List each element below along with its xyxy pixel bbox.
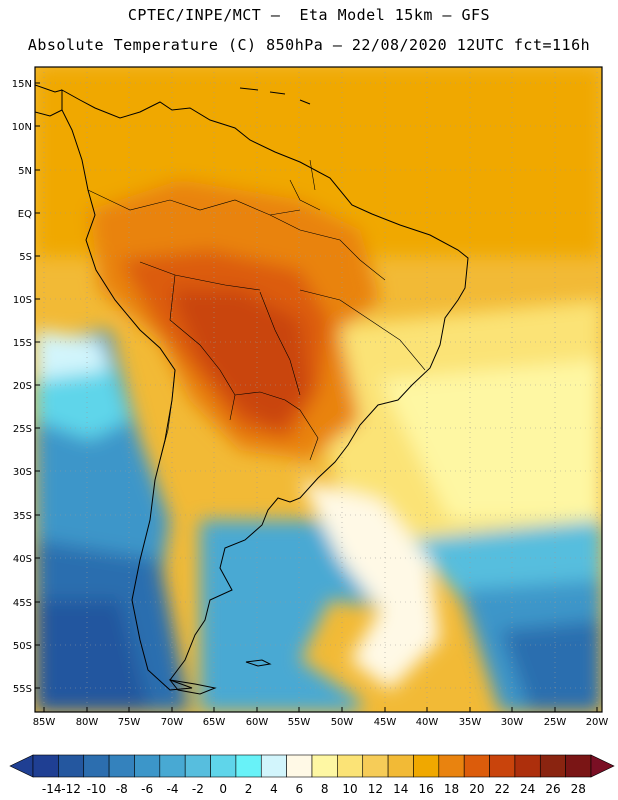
colorbar-label: 24 — [520, 782, 535, 796]
colorbar-swatch — [184, 754, 211, 778]
title-line-1: CPTEC/INPE/MCT – Eta Model 15km – GFS — [127, 6, 491, 24]
colorbar-label: 28 — [571, 782, 586, 796]
lat-label: 15S — [13, 338, 32, 349]
colorbar-label: 26 — [545, 782, 560, 796]
colorbar-swatch — [539, 754, 566, 778]
colorbar-label: 4 — [270, 782, 278, 796]
lon-label: 85W — [33, 717, 56, 728]
colorbar-swatch — [489, 754, 516, 778]
colorbar-max-arrow — [590, 754, 615, 778]
colorbar-swatch — [58, 754, 85, 778]
colorbar-swatch — [387, 754, 414, 778]
lon-label: 50W — [331, 717, 354, 728]
colorbar-swatch — [235, 754, 262, 778]
colorbar-swatch — [134, 754, 161, 778]
lon-label: 40W — [416, 717, 439, 728]
colorbar-swatch — [159, 754, 186, 778]
colorbar-label: -4 — [167, 782, 179, 796]
lat-label: 5S — [19, 252, 32, 263]
colorbar-swatch — [83, 754, 110, 778]
lon-label: 60W — [246, 717, 269, 728]
colorbar-swatch — [514, 754, 541, 778]
colorbar-label: 16 — [418, 782, 433, 796]
colorbar-swatch — [463, 754, 490, 778]
colorbar-swatch — [362, 754, 389, 778]
latitude-labels: 15N 10N 5N EQ 5S 10S 15S 20S 25S 30S 35S… — [12, 79, 32, 695]
lat-label: 25S — [13, 424, 32, 435]
lat-label: EQ — [18, 209, 32, 220]
lon-label: 25W — [544, 717, 567, 728]
colorbar-label: -10 — [87, 782, 107, 796]
colorbar-label: 18 — [444, 782, 459, 796]
colorbar-label: 12 — [368, 782, 383, 796]
lon-label: 70W — [161, 717, 184, 728]
lon-label: 30W — [501, 717, 524, 728]
colorbar: -14 -12 -10 -8 -6 -4 -2 0 2 4 6 8 10 12 14 16 18 20 22 24 26… — [9, 754, 615, 796]
lon-label: 45W — [374, 717, 397, 728]
longitude-labels: 85W 80W 75W 70W 65W 60W 55W 50W 45W 40W … — [33, 717, 609, 728]
colorbar-label: -6 — [141, 782, 153, 796]
lon-label: 55W — [288, 717, 311, 728]
colorbar-label: 0 — [219, 782, 227, 796]
lat-label: 45S — [13, 598, 32, 609]
country-borders — [87, 159, 426, 461]
colorbar-label: -8 — [116, 782, 128, 796]
lon-label: 75W — [118, 717, 141, 728]
colorbar-label: -14 — [42, 782, 62, 796]
lon-label: 35W — [459, 717, 482, 728]
lon-label: 65W — [203, 717, 226, 728]
colorbar-label: 6 — [295, 782, 303, 796]
temperature-field — [35, 67, 602, 712]
lat-label: 35S — [13, 511, 32, 522]
map-frame — [34, 66, 603, 713]
colorbar-swatch — [438, 754, 465, 778]
lat-label: 50S — [13, 641, 32, 652]
lat-label: 10S — [13, 295, 32, 306]
lat-label: 15N — [12, 79, 32, 90]
colorbar-swatch — [337, 754, 364, 778]
colorbar-label: 14 — [393, 782, 408, 796]
colorbar-label: 2 — [245, 782, 253, 796]
colorbar-swatch — [311, 754, 338, 778]
colorbar-swatch — [286, 754, 313, 778]
colorbar-label: -2 — [192, 782, 204, 796]
lat-label: 20S — [13, 381, 32, 392]
lon-label: 20W — [586, 717, 609, 728]
lat-label: 5N — [18, 166, 32, 177]
lat-label: 40S — [13, 554, 32, 565]
lat-label: 10N — [12, 122, 32, 133]
colorbar-swatch — [32, 754, 59, 778]
colorbar-label: 20 — [469, 782, 484, 796]
title-line-2: Absolute Temperature (C) 850hPa – 22/08/… — [27, 36, 591, 54]
colorbar-label: 8 — [321, 782, 329, 796]
lat-label: 55S — [13, 684, 32, 695]
colorbar-label: 22 — [495, 782, 510, 796]
colorbar-swatch — [108, 754, 135, 778]
colorbar-label: -12 — [61, 782, 81, 796]
lon-label: 80W — [76, 717, 99, 728]
colorbar-swatch — [260, 754, 287, 778]
colorbar-swatch — [413, 754, 440, 778]
axis-ticks — [35, 82, 598, 712]
lat-label: 30S — [13, 467, 32, 478]
colorbar-swatch — [210, 754, 237, 778]
colorbar-swatch — [565, 754, 592, 778]
colorbar-label: 10 — [342, 782, 357, 796]
colorbar-min-arrow — [9, 754, 34, 778]
